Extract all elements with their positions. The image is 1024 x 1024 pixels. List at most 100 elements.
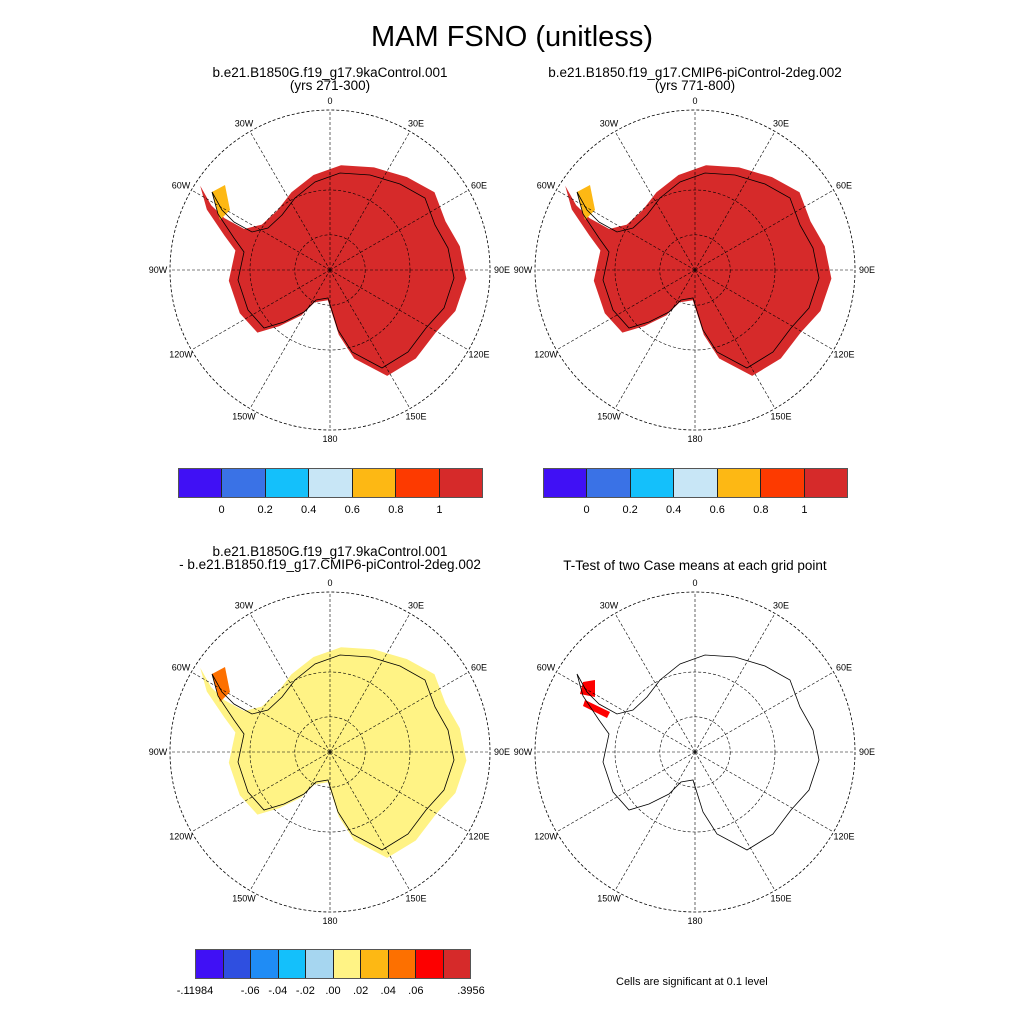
meridian-label: 120W — [534, 350, 558, 360]
meridian-label: 0 — [692, 578, 697, 588]
meridian-line — [614, 131, 696, 271]
meridian-line — [556, 269, 696, 351]
colorbar-label: 0 — [218, 504, 225, 516]
meridian-line — [614, 613, 696, 753]
colorbar-case1: 0 0.2 0.4 0.6 0.8 1 — [178, 468, 483, 516]
meridian-label: 90E — [494, 747, 510, 757]
colorbar-box-6 — [804, 469, 847, 497]
colorbar-label: 1 — [801, 504, 808, 516]
meridian-line — [556, 671, 696, 753]
meridian-line — [614, 751, 696, 891]
coastline — [211, 172, 455, 369]
colorbar-label: 0.6 — [344, 504, 360, 516]
colorbar-box-3 — [309, 469, 353, 497]
meridian-label: 60E — [471, 663, 487, 673]
colorbar-box-5 — [761, 469, 805, 497]
colorbar-label: 0 — [583, 504, 590, 516]
meridian-label: 60E — [836, 663, 852, 673]
panel-3-title: b.e21.B1850G.f19_g17.9kaControl.001 - b.… — [130, 544, 530, 572]
colorbar-label: .3956 — [457, 985, 485, 997]
map-boundary — [534, 109, 856, 431]
colorbar-label: 0.4 — [666, 504, 682, 516]
meridian-label: 180 — [687, 434, 702, 444]
colorbar-boxes — [195, 949, 471, 979]
colorbar-box-6 — [361, 950, 389, 978]
meridian-line — [191, 189, 331, 271]
meridian-label: 150E — [405, 411, 426, 421]
colorbar-box-1 — [222, 469, 266, 497]
peninsula-cells — [212, 185, 230, 220]
colorbar-box-4 — [306, 950, 334, 978]
meridian-label: 150W — [232, 411, 256, 421]
meridian-line — [249, 751, 331, 891]
meridian-label: 120W — [169, 832, 193, 842]
colorbar-case2: 0 0.2 0.4 0.6 0.8 1 — [543, 468, 848, 516]
map-boundary — [169, 591, 491, 913]
colorbar-box-4 — [717, 469, 762, 497]
meridian-line — [329, 751, 469, 833]
meridian-label: 120E — [833, 350, 854, 360]
colorbar-label: -.06 — [240, 985, 260, 997]
meridian-label: 150W — [597, 411, 621, 421]
meridian-label: 60E — [836, 181, 852, 191]
colorbar-label: -.11984 — [176, 985, 214, 997]
colorbar-box-5 — [333, 950, 361, 978]
colorbar-box-1 — [587, 469, 631, 497]
meridian-line — [556, 189, 696, 271]
colorbar-boxes — [178, 468, 483, 498]
meridian-label: 90W — [514, 265, 533, 275]
colorbar-box-3 — [674, 469, 718, 497]
meridian-label: 150E — [405, 893, 426, 903]
meridian-line — [329, 269, 469, 351]
meridian-line — [694, 613, 776, 753]
meridian-line — [694, 671, 834, 753]
meridian-line — [329, 751, 411, 891]
colorbar-box-2 — [265, 469, 310, 497]
meridian-line — [694, 269, 834, 351]
panel-4-title-text: T-Test of two Case means at each grid po… — [563, 558, 827, 573]
colorbar-box-4 — [352, 469, 397, 497]
panel-3-case1: b.e21.B1850G.f19_g17.9kaControl.001 — [212, 544, 448, 559]
colorbar-box-6 — [439, 469, 482, 497]
colorbar-box-8 — [416, 950, 444, 978]
colorbar-box-2 — [630, 469, 675, 497]
meridian-label: 60W — [537, 663, 556, 673]
meridian-line — [329, 131, 411, 271]
meridian-line — [614, 269, 696, 409]
meridian-label: 90E — [494, 265, 510, 275]
meridian-label: 120W — [534, 832, 558, 842]
meridian-line — [249, 613, 331, 753]
meridian-line — [694, 751, 834, 833]
meridian-label: 30W — [600, 119, 619, 129]
meridian-label: 30W — [235, 119, 254, 129]
colorbar-difference: -.11984 -.06 -.04 -.02 .00 .02 .04 .06 .3956 — [177, 949, 485, 997]
field-fill — [565, 165, 832, 376]
colorbar-label: 0.4 — [301, 504, 317, 516]
coastline — [576, 172, 820, 369]
colorbar-label: .04 — [380, 985, 396, 997]
colorbar-label: .02 — [352, 985, 369, 997]
meridian-label: 30E — [773, 601, 789, 611]
meridian-label: 0 — [327, 96, 332, 106]
colorbar-label: 0.8 — [753, 504, 769, 516]
colorbar-label: -.02 — [295, 985, 315, 997]
meridian-label: 30E — [408, 601, 424, 611]
colorbar-label: .00 — [325, 985, 341, 997]
meridian-line — [329, 269, 411, 409]
polar-map-4: 0 30E 60E 90E 120E 150E 180 150W 120W 90W 60W 30W — [514, 578, 875, 926]
colorbar-box-0 — [196, 950, 224, 978]
meridian-line — [556, 751, 696, 833]
meridian-label: 30E — [773, 119, 789, 129]
colorbar-box-3 — [278, 950, 306, 978]
peninsula-cells — [212, 667, 230, 702]
meridian-line — [694, 269, 776, 409]
meridian-line — [694, 189, 834, 271]
colorbar-box-1 — [223, 950, 251, 978]
meridian-label: 60W — [172, 181, 191, 191]
meridian-line — [694, 751, 776, 891]
colorbar-box-0 — [179, 469, 223, 497]
panel-1-title: b.e21.B1850G.f19_g17.9kaControl.001 (yrs… — [150, 66, 510, 93]
meridian-label: 180 — [322, 434, 337, 444]
meridian-line — [694, 131, 776, 271]
